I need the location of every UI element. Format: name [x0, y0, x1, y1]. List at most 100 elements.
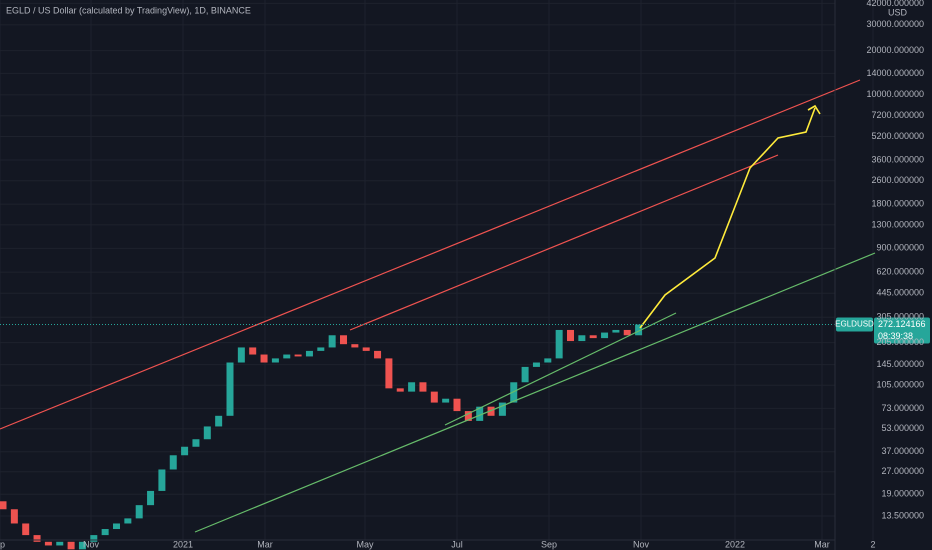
x-tick-label: Mar [257, 539, 273, 549]
price-badge [874, 317, 930, 344]
candle-body [203, 426, 211, 440]
x-tick-label: 2021 [173, 539, 193, 549]
candle-body [510, 382, 518, 403]
y-tick-label: 13.500000 [881, 510, 924, 520]
y-tick-label: 900.000000 [876, 243, 924, 253]
candle-body [113, 523, 120, 530]
candle-body [135, 505, 143, 519]
upper-channel-line [0, 79, 861, 430]
candle-body [408, 382, 416, 392]
y-tick-label: 30000.000000 [866, 19, 924, 29]
y-tick-label: 145.000000 [876, 359, 924, 369]
candle-body [22, 523, 30, 536]
candle-body [476, 406, 484, 421]
candle-body [612, 329, 620, 333]
candle-body [67, 541, 75, 550]
candle-body [635, 324, 643, 336]
candle-body [385, 358, 393, 389]
y-tick-label: 305.000000 [876, 312, 924, 322]
lower-trend-line [194, 252, 876, 533]
last-price-label: 272.124166 [878, 319, 926, 329]
y-tick-label: 1800.000000 [871, 199, 924, 209]
y-tick-label: 42000.000000 [866, 0, 924, 8]
candle-body [226, 362, 234, 416]
countdown-label: 08:39:38 [878, 331, 913, 341]
y-tick-label: 620.000000 [876, 266, 924, 276]
x-tick-label: Nov [633, 539, 650, 549]
x-tick-label: May [356, 539, 374, 549]
projection-path [639, 107, 816, 329]
candle-body [351, 344, 359, 348]
candle-body [419, 382, 427, 392]
candle-body [147, 490, 155, 506]
candle-body [169, 455, 177, 470]
mid-channel-line [349, 154, 779, 331]
candle-body [567, 329, 574, 342]
y-tick-label: 27.000000 [881, 466, 924, 476]
grid [0, 0, 874, 540]
y-tick-label: 19.000000 [881, 489, 924, 499]
y-tick-label: 205.000000 [876, 337, 924, 347]
candle-body [260, 354, 268, 363]
candle-body [362, 347, 370, 351]
y-tick-label: 20000.000000 [866, 45, 924, 55]
candle-body [521, 366, 529, 383]
drawings [0, 79, 876, 533]
chart-title: EGLD / US Dollar (calculated by TradingV… [6, 5, 251, 15]
price-line-group: EGLDUSD 272.124166 08:39:38 [0, 317, 930, 344]
y-tick-label: 7200.000000 [871, 110, 924, 120]
candle-body [101, 529, 109, 536]
candle-body [294, 354, 302, 357]
candle-body [317, 347, 325, 351]
x-tick-label: Jul [451, 539, 463, 549]
x-tick-label: p [0, 539, 5, 549]
candle-body [487, 406, 495, 416]
candle-body [453, 398, 461, 412]
y-tick-label: 53.000000 [881, 423, 924, 433]
candle-body [340, 335, 347, 345]
candle-body [623, 329, 631, 336]
symbol-label: EGLDUSD [835, 320, 874, 329]
candle-body [192, 439, 200, 447]
candle-body [271, 358, 279, 363]
candle-body [78, 541, 86, 550]
candle-body [44, 541, 52, 546]
y-tick-label: 5200.000000 [871, 131, 924, 141]
candle-body [532, 362, 540, 367]
candle-body [158, 469, 166, 491]
candle-body [10, 509, 18, 524]
y-tick-label: 3600.000000 [871, 154, 924, 164]
candle-body [601, 332, 609, 339]
candle-body [555, 329, 563, 359]
x-tick-label: 2022 [725, 539, 745, 549]
candle-body [464, 411, 472, 421]
projection-arrow [807, 104, 821, 115]
y-tick-label: 2600.000000 [871, 175, 924, 185]
candle-body [544, 358, 552, 363]
currency-label: USD [888, 7, 908, 17]
y-tick-label: 37.000000 [881, 446, 924, 456]
short-trend-line [444, 312, 677, 426]
y-tick-label: 445.000000 [876, 288, 924, 298]
candle-body [328, 335, 336, 348]
candle-body [33, 535, 41, 542]
y-tick-label: 1300.000000 [871, 219, 924, 229]
symbol-badge [836, 317, 873, 332]
candle-body [249, 347, 257, 355]
candle-body [0, 501, 7, 510]
y-tick-label: 73.000000 [881, 403, 924, 413]
candle-body [442, 398, 450, 403]
y-tick-label: 14000.000000 [866, 68, 924, 78]
candle-body [56, 541, 64, 546]
candle-body [589, 335, 597, 339]
y-tick-label: 105.000000 [876, 380, 924, 390]
candle-body [237, 347, 245, 363]
candle-body [305, 350, 313, 357]
candles [0, 324, 643, 550]
x-tick-label: 2 [870, 539, 875, 549]
candle-body [396, 388, 404, 392]
candle-body [124, 518, 132, 524]
